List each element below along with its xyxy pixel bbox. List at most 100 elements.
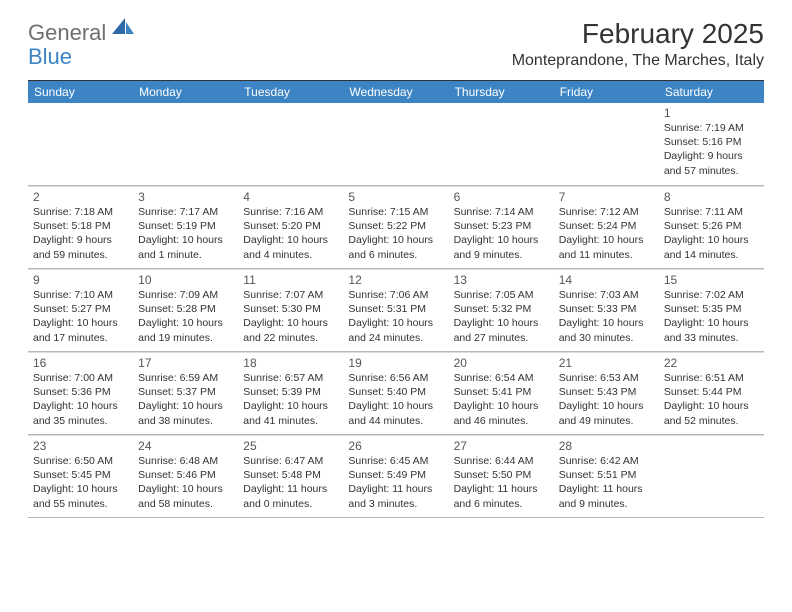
day-header: Saturday <box>659 81 764 103</box>
day-info-line: Sunrise: 7:14 AM <box>454 205 549 219</box>
day-info-line: and 6 minutes. <box>454 497 549 511</box>
day-cell: 14Sunrise: 7:03 AMSunset: 5:33 PMDayligh… <box>554 269 659 351</box>
day-info-line: Daylight: 10 hours <box>664 316 759 330</box>
day-info-line: and 57 minutes. <box>664 164 759 178</box>
day-info-line: Sunrise: 6:59 AM <box>138 371 233 385</box>
day-header: Sunday <box>28 81 133 103</box>
day-info-line: Sunset: 5:19 PM <box>138 219 233 233</box>
day-info-line: Sunrise: 6:56 AM <box>348 371 443 385</box>
day-info-line: Sunrise: 6:51 AM <box>664 371 759 385</box>
day-cell: 16Sunrise: 7:00 AMSunset: 5:36 PMDayligh… <box>28 352 133 434</box>
day-info-line: Sunrise: 6:50 AM <box>33 454 128 468</box>
day-info-line: and 9 minutes. <box>559 497 654 511</box>
day-info-line: Sunrise: 7:15 AM <box>348 205 443 219</box>
day-number: 16 <box>33 356 128 370</box>
day-cell: 10Sunrise: 7:09 AMSunset: 5:28 PMDayligh… <box>133 269 238 351</box>
day-info-line: and 11 minutes. <box>559 248 654 262</box>
day-cell: 1Sunrise: 7:19 AMSunset: 5:16 PMDaylight… <box>659 103 764 185</box>
day-info-line: and 35 minutes. <box>33 414 128 428</box>
day-cell: 12Sunrise: 7:06 AMSunset: 5:31 PMDayligh… <box>343 269 448 351</box>
day-info-line: Daylight: 10 hours <box>559 399 654 413</box>
day-number: 7 <box>559 190 654 204</box>
day-cell: 11Sunrise: 7:07 AMSunset: 5:30 PMDayligh… <box>238 269 343 351</box>
empty-cell <box>28 103 133 185</box>
month-title: February 2025 <box>512 18 764 50</box>
week-row: 2Sunrise: 7:18 AMSunset: 5:18 PMDaylight… <box>28 186 764 269</box>
day-info-line: Sunrise: 6:57 AM <box>243 371 338 385</box>
header: General February 2025 Monteprandone, The… <box>0 0 792 76</box>
day-info-line: Sunset: 5:48 PM <box>243 468 338 482</box>
day-info-line: Sunset: 5:50 PM <box>454 468 549 482</box>
day-info-line: and 55 minutes. <box>33 497 128 511</box>
day-info-line: Daylight: 10 hours <box>348 316 443 330</box>
day-info-line: Sunrise: 7:02 AM <box>664 288 759 302</box>
day-info-line: and 52 minutes. <box>664 414 759 428</box>
day-info-line: Daylight: 10 hours <box>33 316 128 330</box>
day-info-line: and 4 minutes. <box>243 248 338 262</box>
day-info-line: and 58 minutes. <box>138 497 233 511</box>
day-info-line: Daylight: 10 hours <box>454 233 549 247</box>
day-info-line: Daylight: 10 hours <box>243 233 338 247</box>
day-cell: 9Sunrise: 7:10 AMSunset: 5:27 PMDaylight… <box>28 269 133 351</box>
day-number: 15 <box>664 273 759 287</box>
day-info-line: Sunset: 5:22 PM <box>348 219 443 233</box>
day-number: 6 <box>454 190 549 204</box>
day-info-line: and 22 minutes. <box>243 331 338 345</box>
empty-cell <box>554 103 659 185</box>
day-cell: 8Sunrise: 7:11 AMSunset: 5:26 PMDaylight… <box>659 186 764 268</box>
day-info-line: Sunrise: 6:47 AM <box>243 454 338 468</box>
day-number: 28 <box>559 439 654 453</box>
day-cell: 13Sunrise: 7:05 AMSunset: 5:32 PMDayligh… <box>449 269 554 351</box>
day-cell: 24Sunrise: 6:48 AMSunset: 5:46 PMDayligh… <box>133 435 238 517</box>
day-info-line: Daylight: 11 hours <box>348 482 443 496</box>
day-info-line: Sunset: 5:16 PM <box>664 135 759 149</box>
day-number: 11 <box>243 273 338 287</box>
day-info-line: and 17 minutes. <box>33 331 128 345</box>
day-info-line: and 24 minutes. <box>348 331 443 345</box>
day-info-line: and 14 minutes. <box>664 248 759 262</box>
day-cell: 17Sunrise: 6:59 AMSunset: 5:37 PMDayligh… <box>133 352 238 434</box>
day-number: 24 <box>138 439 233 453</box>
day-cell: 26Sunrise: 6:45 AMSunset: 5:49 PMDayligh… <box>343 435 448 517</box>
day-info-line: Daylight: 10 hours <box>138 482 233 496</box>
day-cell: 22Sunrise: 6:51 AMSunset: 5:44 PMDayligh… <box>659 352 764 434</box>
week-row: 16Sunrise: 7:00 AMSunset: 5:36 PMDayligh… <box>28 352 764 435</box>
day-number: 18 <box>243 356 338 370</box>
day-header: Wednesday <box>343 81 448 103</box>
day-number: 10 <box>138 273 233 287</box>
day-info-line: Sunrise: 7:06 AM <box>348 288 443 302</box>
day-info-line: Sunset: 5:31 PM <box>348 302 443 316</box>
day-info-line: Sunset: 5:33 PM <box>559 302 654 316</box>
day-info-line: Daylight: 10 hours <box>348 399 443 413</box>
day-info-line: Sunrise: 6:42 AM <box>559 454 654 468</box>
day-cell: 3Sunrise: 7:17 AMSunset: 5:19 PMDaylight… <box>133 186 238 268</box>
day-cell: 7Sunrise: 7:12 AMSunset: 5:24 PMDaylight… <box>554 186 659 268</box>
location: Monteprandone, The Marches, Italy <box>512 52 764 70</box>
weeks-container: 1Sunrise: 7:19 AMSunset: 5:16 PMDaylight… <box>28 103 764 518</box>
day-info-line: Daylight: 10 hours <box>138 316 233 330</box>
day-cell: 23Sunrise: 6:50 AMSunset: 5:45 PMDayligh… <box>28 435 133 517</box>
day-info-line: and 30 minutes. <box>559 331 654 345</box>
day-info-line: Sunset: 5:43 PM <box>559 385 654 399</box>
day-number: 17 <box>138 356 233 370</box>
week-row: 23Sunrise: 6:50 AMSunset: 5:45 PMDayligh… <box>28 435 764 518</box>
day-info-line: Sunrise: 7:10 AM <box>33 288 128 302</box>
day-info-line: Daylight: 11 hours <box>559 482 654 496</box>
day-header: Friday <box>554 81 659 103</box>
empty-cell <box>659 435 764 517</box>
day-header: Tuesday <box>238 81 343 103</box>
day-info-line: Daylight: 10 hours <box>664 399 759 413</box>
day-info-line: and 49 minutes. <box>559 414 654 428</box>
day-info-line: Sunrise: 7:07 AM <box>243 288 338 302</box>
day-info-line: and 9 minutes. <box>454 248 549 262</box>
day-number: 20 <box>454 356 549 370</box>
week-row: 9Sunrise: 7:10 AMSunset: 5:27 PMDaylight… <box>28 269 764 352</box>
day-cell: 25Sunrise: 6:47 AMSunset: 5:48 PMDayligh… <box>238 435 343 517</box>
day-cell: 2Sunrise: 7:18 AMSunset: 5:18 PMDaylight… <box>28 186 133 268</box>
day-info-line: and 46 minutes. <box>454 414 549 428</box>
day-info-line: Sunrise: 6:44 AM <box>454 454 549 468</box>
day-number: 19 <box>348 356 443 370</box>
day-info-line: Sunset: 5:41 PM <box>454 385 549 399</box>
day-info-line: Sunset: 5:37 PM <box>138 385 233 399</box>
day-info-line: Daylight: 11 hours <box>243 482 338 496</box>
